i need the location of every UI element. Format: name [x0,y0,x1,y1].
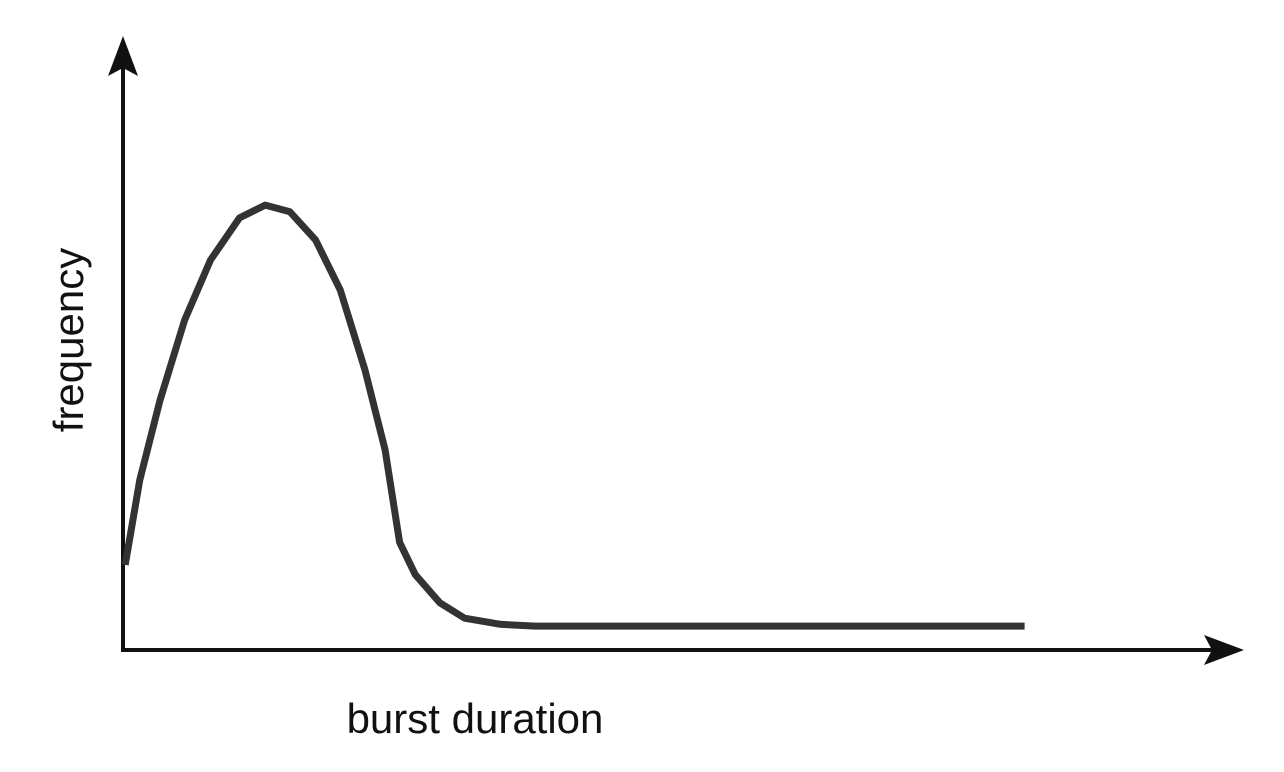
y-axis-label: frequency [45,248,92,432]
data-line [121,201,1025,630]
y-axis-arrow [108,36,138,76]
x-axis-arrow [1204,635,1244,665]
x-axis-label: burst duration [347,695,604,742]
